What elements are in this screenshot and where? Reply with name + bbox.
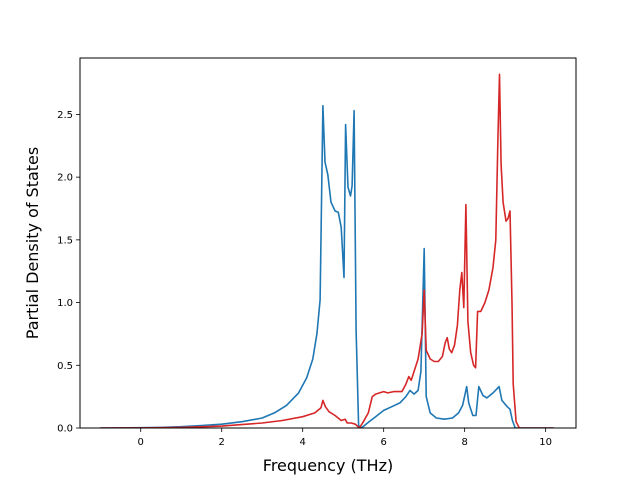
x-tick-label: 4 [300, 437, 306, 448]
plot-area [80, 58, 576, 428]
y-tick-label: 0.0 [57, 424, 73, 435]
y-axis-title: Partial Density of States [23, 147, 42, 339]
y-tick-label: 0.5 [57, 361, 73, 372]
x-tick-label: 6 [380, 437, 386, 448]
x-tick-label: 10 [539, 437, 552, 448]
x-axis-title: Frequency (THz) [263, 456, 393, 475]
series-line-2 [100, 73, 554, 428]
y-tick-label: 2.5 [57, 110, 73, 121]
series-layer [100, 73, 554, 428]
y-tick-label: 2.0 [57, 173, 73, 184]
x-tick-label: 0 [138, 437, 144, 448]
ticks-layer: 0 2 4 6 8 10 0.0 0.5 1.0 1.5 2.0 2.5 [57, 110, 552, 448]
series-line-1 [100, 104, 554, 428]
y-tick-label: 1.0 [57, 298, 73, 309]
plot-frame [79, 57, 577, 429]
x-tick-label: 2 [219, 437, 225, 448]
x-tick-label: 8 [461, 437, 467, 448]
y-tick-label: 1.5 [57, 235, 73, 246]
